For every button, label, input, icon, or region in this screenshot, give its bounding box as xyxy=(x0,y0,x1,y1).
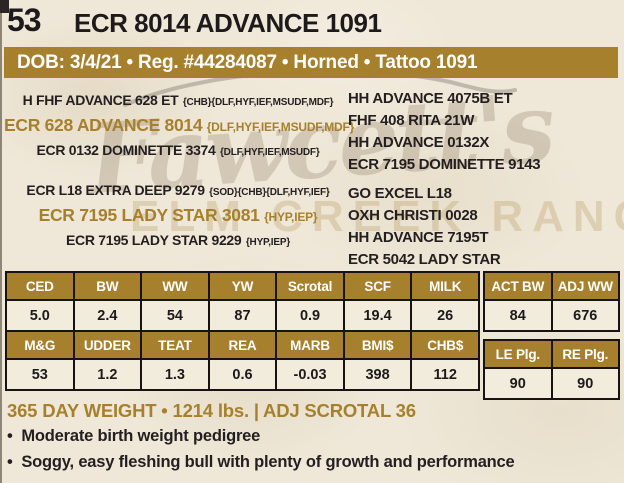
pedigree-sire-of-sire: H FHF ADVANCE 628 ET {CHB}{DLF,HYF,IEF,M… xyxy=(4,90,352,113)
animal-name-title: ECR 8014 ADVANCE 1091 xyxy=(74,8,382,38)
pigment-table: LE Plg. RE Plg. 90 90 xyxy=(483,339,620,400)
weights-value-row: 84 676 xyxy=(483,299,620,332)
epd-designations: {HYP,IEP} xyxy=(264,210,318,224)
epd-designations: {HYP,IEP} xyxy=(245,237,291,248)
day-weight-line: 365 DAY WEIGHT • 1214 lbs. | ADJ SCROTAL… xyxy=(7,400,416,421)
weights-header-cell: ADJ WW xyxy=(550,271,620,301)
pigment-header-cell: LE Plg. xyxy=(483,339,553,369)
epd-header-cell: SCF xyxy=(342,271,413,301)
ancestor-name: HH ADVANCE 0132X xyxy=(348,134,490,151)
epd-value-cell: 398 xyxy=(342,358,413,391)
epd-header-cell: CHB$ xyxy=(410,330,480,360)
pedigree-parents-column: H FHF ADVANCE 628 ET {CHB}{DLF,HYF,IEF,M… xyxy=(4,90,355,253)
epd-header-cell: REA xyxy=(207,330,278,360)
pigment-value-cell: 90 xyxy=(483,367,553,400)
animal-name: ECR L18 EXTRA DEEP 9279 xyxy=(26,182,205,198)
epd-value-cell: 1.2 xyxy=(72,358,143,391)
pigment-header-cell: RE Plg. xyxy=(550,339,620,369)
pedigree-sire-of-dam: ECR L18 EXTRA DEEP 9279 {SOD}{CHB}{DLF,H… xyxy=(4,180,352,203)
ancestor-name: OXH CHRISTI 0028 xyxy=(348,207,478,224)
weights-value-cell: 676 xyxy=(550,299,620,332)
pedigree-ancestors-column: HH ADVANCE 4075B ET FHF 408 RITA 21W HH … xyxy=(348,88,541,271)
epd-header-cell: MILK xyxy=(410,271,480,301)
sale-note: Soggy, easy fleshing bull with plenty of… xyxy=(7,453,514,472)
epd-header-cell: CED xyxy=(5,271,75,301)
pigment-header-row: LE Plg. RE Plg. xyxy=(483,339,620,369)
epd-value-cell: 0.9 xyxy=(275,299,345,332)
epd-value-row-2: 53 1.2 1.3 0.6 -0.03 398 112 xyxy=(5,358,480,391)
animal-name: ECR 7195 LADY STAR 3081 xyxy=(38,205,260,225)
ancestor-name: GO EXCEL L18 xyxy=(348,185,452,202)
epd-value-cell: 54 xyxy=(140,299,210,332)
epd-header-cell: BMI$ xyxy=(342,330,413,360)
epd-table: CED BW WW YW Scrotal SCF MILK 5.0 2.4 54… xyxy=(5,271,480,391)
sale-note: Moderate birth weight pedigree xyxy=(7,427,260,446)
animal-name: ECR 628 ADVANCE 8014 xyxy=(4,115,203,135)
pedigree-dam: ECR 7195 LADY STAR 3081 {HYP,IEP} xyxy=(4,203,352,230)
animal-name: H FHF ADVANCE 628 ET xyxy=(22,92,179,108)
epd-header-cell: UDDER xyxy=(72,330,143,360)
epd-designations: {CHB}{DLF,HYF,IEF,MSUDF,MDF} xyxy=(182,97,334,108)
ancestor-name: ECR 5042 LADY STAR xyxy=(348,251,501,268)
epd-value-cell: 5.0 xyxy=(5,299,75,332)
epd-value-cell: 0.6 xyxy=(207,358,278,391)
animal-name: ECR 0132 DOMINETTE 3374 xyxy=(36,142,216,158)
epd-value-cell: 26 xyxy=(410,299,480,332)
page-edge-line xyxy=(0,0,2,483)
pedigree-group-gap xyxy=(4,163,352,180)
pedigree-sire: ECR 628 ADVANCE 8014 {DLF,HYF,IEF,MSUDF,… xyxy=(4,113,355,140)
epd-value-cell: 87 xyxy=(207,299,278,332)
ancestor-name: HH ADVANCE 4075B ET xyxy=(348,90,513,107)
epd-header-cell: TEAT xyxy=(140,330,210,360)
weights-header-cell: ACT BW xyxy=(483,271,553,301)
ancestor-name: ECR 7195 DOMINETTE 9143 xyxy=(348,156,541,173)
epd-value-cell: 19.4 xyxy=(342,299,413,332)
pigment-value-row: 90 90 xyxy=(483,367,620,400)
weights-table: ACT BW ADJ WW 84 676 xyxy=(483,271,620,332)
dob-reg-banner: DOB: 3/4/21 • Reg. #44284087 • Horned • … xyxy=(4,47,618,78)
epd-header-cell: MARB xyxy=(275,330,345,360)
page-corner-mark xyxy=(0,0,9,13)
animal-name: ECR 7195 LADY STAR 9229 xyxy=(65,232,242,248)
epd-header-cell: BW xyxy=(72,271,143,301)
epd-header-row-2: M&G UDDER TEAT REA MARB BMI$ CHB$ xyxy=(5,330,480,360)
epd-header-row-1: CED BW WW YW Scrotal SCF MILK xyxy=(5,271,480,301)
weights-header-row: ACT BW ADJ WW xyxy=(483,271,620,301)
epd-header-cell: WW xyxy=(140,271,210,301)
lot-number: 53 xyxy=(7,2,42,38)
ancestor-name: HH ADVANCE 7195T xyxy=(348,229,489,246)
pigment-value-cell: 90 xyxy=(550,367,620,400)
ancestor-name: FHF 408 RITA 21W xyxy=(348,112,475,129)
epd-designations: {DLF,HYF,IEF,MSUDF} xyxy=(219,147,320,158)
pedigree-dam-of-sire: ECR 0132 DOMINETTE 3374 {DLF,HYF,IEF,MSU… xyxy=(4,140,352,163)
epd-value-cell: 112 xyxy=(410,358,480,391)
ancestor-group-gap xyxy=(348,176,540,183)
epd-designations: {SOD}{CHB}{DLF,HYF,IEF} xyxy=(209,187,330,198)
epd-header-cell: YW xyxy=(207,271,278,301)
epd-designations: {DLF,HYF,IEF,MSUDF,MDF} xyxy=(206,120,355,134)
pedigree-dam-of-dam: ECR 7195 LADY STAR 9229 {HYP,IEP} xyxy=(4,230,352,253)
epd-header-cell: M&G xyxy=(5,330,75,360)
epd-value-row-1: 5.0 2.4 54 87 0.9 19.4 26 xyxy=(5,299,480,332)
epd-value-cell: -0.03 xyxy=(275,358,345,391)
epd-header-cell: Scrotal xyxy=(275,271,345,301)
epd-value-cell: 2.4 xyxy=(72,299,143,332)
epd-value-cell: 53 xyxy=(5,358,75,391)
epd-value-cell: 1.3 xyxy=(140,358,210,391)
weights-value-cell: 84 xyxy=(483,299,553,332)
